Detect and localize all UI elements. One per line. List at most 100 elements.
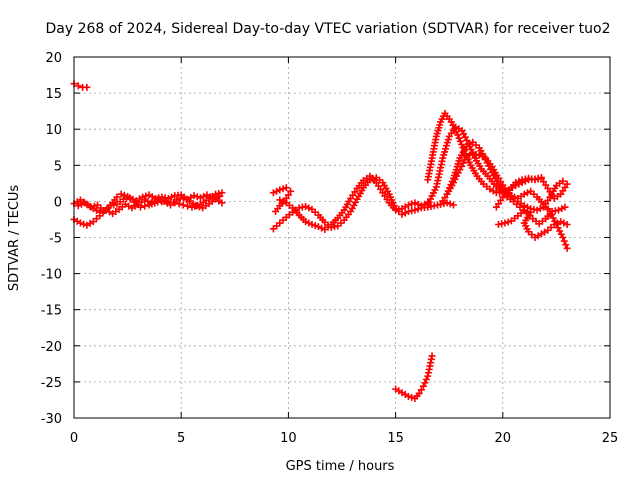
data-point <box>141 202 149 210</box>
data-point <box>558 205 566 213</box>
y-tick-label: -30 <box>41 412 62 427</box>
data-point <box>74 202 82 210</box>
data-point <box>218 189 226 197</box>
data-point <box>559 234 567 241</box>
data-point <box>411 199 419 207</box>
data-point <box>179 201 187 209</box>
data-point <box>129 195 137 203</box>
data-point <box>455 134 463 142</box>
data-point <box>80 220 88 228</box>
data-point <box>562 241 570 249</box>
data-point <box>553 219 561 227</box>
data-point <box>216 192 224 200</box>
data-point <box>550 221 558 229</box>
data-point <box>478 153 486 161</box>
data-point <box>411 206 419 214</box>
data-point <box>196 194 204 202</box>
data-point <box>87 203 95 211</box>
data-point <box>422 375 430 383</box>
x-tick-label: 0 <box>70 431 78 446</box>
data-point <box>305 219 313 227</box>
data-point <box>563 244 571 252</box>
data-point <box>284 191 292 199</box>
y-tick-label: -20 <box>41 340 62 355</box>
data-point <box>462 153 470 161</box>
y-axis-label: SDTVAR / TECUs <box>7 185 22 292</box>
data-point <box>536 205 544 213</box>
data-point <box>276 186 284 194</box>
data-point <box>475 151 483 159</box>
data-point <box>449 201 457 209</box>
y-tick-label: -10 <box>41 268 62 283</box>
y-tick-label: 10 <box>45 123 62 138</box>
data-point <box>305 204 313 212</box>
data-point <box>113 193 121 201</box>
x-tick-label: 25 <box>602 431 619 446</box>
data-point <box>173 196 181 204</box>
data-point <box>90 202 98 210</box>
data-points <box>70 80 571 403</box>
data-point <box>164 195 172 203</box>
data-point <box>415 389 423 397</box>
data-point <box>523 189 531 197</box>
data-point <box>404 392 412 400</box>
data-point <box>83 83 91 91</box>
data-point <box>458 141 466 149</box>
data-point <box>273 187 281 195</box>
data-point <box>314 223 322 231</box>
data-point <box>272 208 280 216</box>
data-point <box>456 137 464 145</box>
data-point <box>504 218 512 226</box>
y-tick-label: -15 <box>41 304 62 319</box>
data-point <box>533 206 541 214</box>
data-point <box>559 177 567 185</box>
data-point <box>209 195 217 203</box>
data-point <box>557 218 565 226</box>
data-point <box>175 200 183 208</box>
data-point <box>282 184 290 192</box>
data-point <box>414 200 422 208</box>
data-point <box>184 202 192 210</box>
data-point <box>96 208 104 216</box>
data-point <box>279 197 287 205</box>
x-axis-label: GPS time / hours <box>286 459 395 474</box>
data-point <box>74 82 82 90</box>
data-point <box>428 352 436 360</box>
data-point <box>287 187 295 195</box>
data-point <box>446 200 454 208</box>
x-tick-label: 10 <box>280 431 297 446</box>
data-point <box>443 199 451 207</box>
y-tick-label: 15 <box>45 87 62 102</box>
data-point <box>512 179 520 187</box>
tick-labels: 0 5 10 15 20 25 -30 -25 -20 -15 -10 -5 0 5 10 15 20 <box>41 51 619 446</box>
data-point <box>218 199 226 207</box>
y-tick-label: -25 <box>41 376 62 391</box>
data-point <box>555 206 563 214</box>
chart-title: Day 268 of 2024, Sidereal Day-to-day VTE… <box>45 21 610 37</box>
data-point <box>563 221 571 229</box>
y-tick-label: -5 <box>49 232 62 247</box>
data-point <box>193 193 201 201</box>
data-point <box>200 192 208 200</box>
data-point <box>560 237 568 245</box>
data-point <box>563 180 571 188</box>
data-point <box>408 393 416 401</box>
data-point <box>417 386 425 394</box>
y-tick-label: 0 <box>54 195 62 210</box>
data-point <box>302 218 310 226</box>
data-point <box>117 190 125 198</box>
data-point <box>454 131 462 139</box>
data-point <box>404 201 412 209</box>
data-point <box>318 224 326 232</box>
data-point <box>168 193 176 201</box>
data-point <box>190 192 198 200</box>
plot-frame <box>73 56 611 419</box>
data-point <box>78 200 86 208</box>
data-point <box>311 222 319 230</box>
data-point <box>126 194 134 202</box>
data-point <box>515 177 523 185</box>
data-point <box>466 151 474 159</box>
x-tick-label: 20 <box>495 431 512 446</box>
data-point <box>144 197 152 205</box>
